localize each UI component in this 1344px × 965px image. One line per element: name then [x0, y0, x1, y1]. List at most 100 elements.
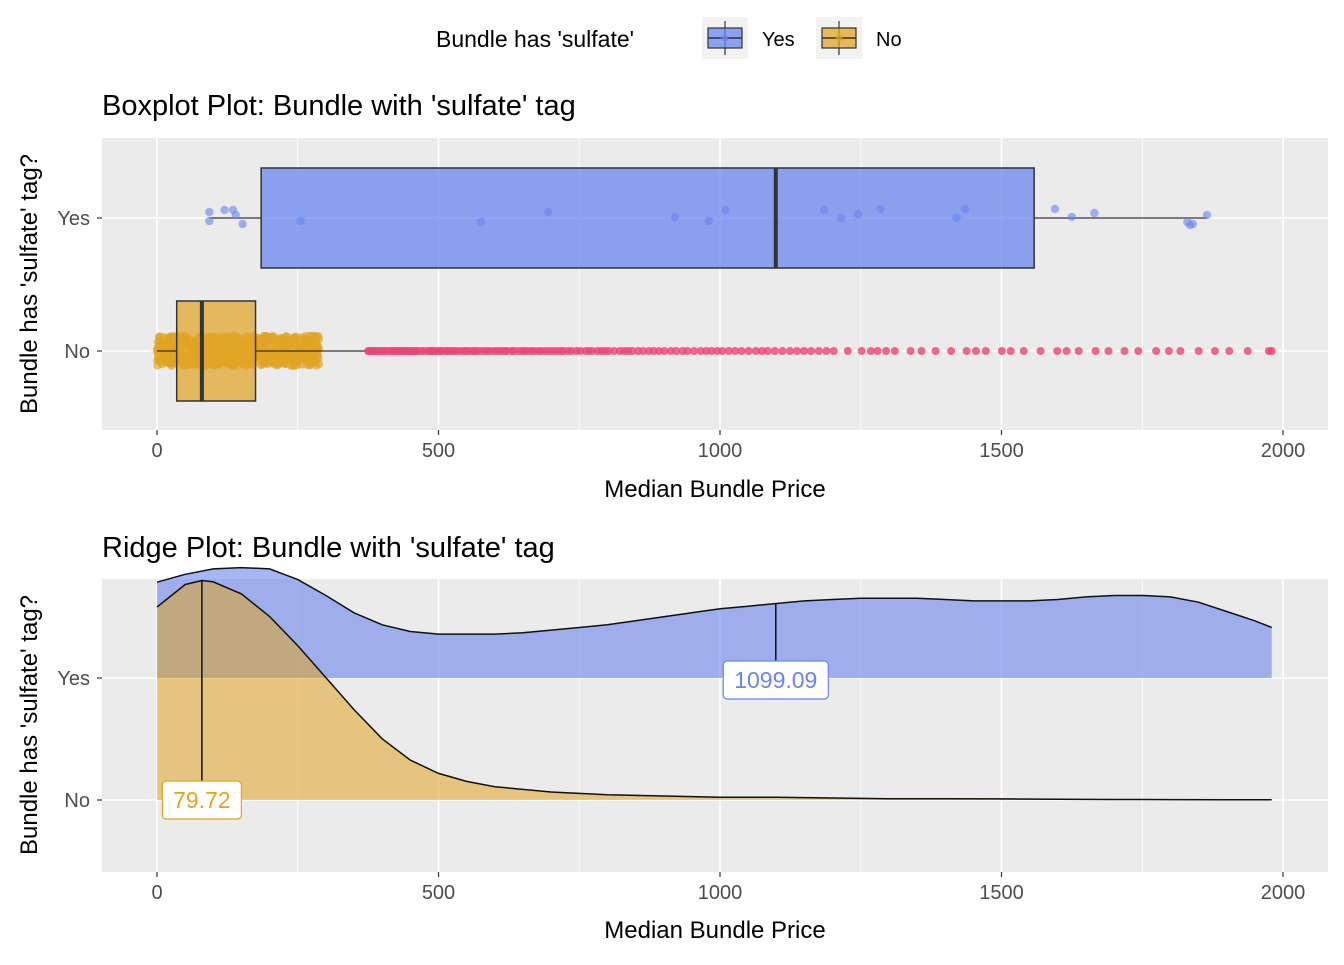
outlier-point	[947, 347, 956, 355]
outlier-point	[696, 347, 705, 355]
outlier-point	[655, 347, 664, 355]
point-no	[282, 353, 292, 363]
outlier-point	[778, 347, 787, 355]
ridge-area-no	[157, 580, 1272, 800]
point-yes	[1202, 210, 1212, 220]
x-tick-label: 500	[422, 440, 455, 462]
outlier-point	[1152, 347, 1161, 355]
outlier-point	[737, 347, 746, 355]
ridge-panel: Ridge Plot: Bundle with 'sulfate' tag 10…	[16, 532, 1328, 944]
point-no	[278, 340, 288, 350]
outlier-point	[814, 347, 823, 355]
boxplot-title: Boxplot Plot: Bundle with 'sulfate' tag	[102, 90, 576, 122]
outlier-point	[689, 347, 698, 355]
point-no	[313, 341, 323, 351]
outlier-point	[1091, 347, 1100, 355]
point-yes	[231, 210, 241, 220]
point-yes	[220, 205, 229, 215]
median-label-no: 79.72	[173, 787, 231, 813]
boxplot-y-axis-label: Bundle has 'sulfate' tag?	[16, 154, 43, 414]
x-tick-label: 500	[422, 882, 455, 904]
ridge-y-axis-label: Bundle has 'sulfate' tag?	[16, 595, 43, 855]
outlier-point	[882, 347, 891, 355]
ridge-line-no	[156, 579, 1272, 801]
outlier-point	[724, 347, 733, 355]
outlier-point	[763, 347, 772, 355]
x-tick-label: 2000	[1261, 882, 1306, 904]
outlier-point	[917, 347, 926, 355]
point-no	[293, 356, 302, 365]
boxplot-panel: Boxplot Plot: Bundle with 'sulfate' tag …	[16, 90, 1328, 503]
outlier-point	[971, 347, 980, 355]
box-no	[175, 300, 257, 402]
outlier-point	[1120, 347, 1129, 355]
point-yes	[1067, 212, 1077, 222]
point-no	[155, 332, 164, 342]
median-label-yes: 1099.09	[734, 667, 817, 693]
point-yes	[704, 216, 713, 226]
outlier-point	[931, 347, 940, 355]
point-no	[296, 341, 305, 350]
point-yes	[205, 207, 214, 217]
outlier-point	[731, 347, 740, 355]
outlier-point	[660, 347, 669, 355]
point-no	[269, 334, 279, 343]
point-no	[163, 351, 172, 361]
point-yes	[952, 213, 961, 223]
point-no	[304, 343, 313, 352]
outlier-point	[873, 347, 882, 355]
boxplot-x-axis-label: Median Bundle Price	[604, 476, 825, 503]
point-no	[153, 356, 162, 366]
point-yes	[1090, 208, 1099, 218]
outlier-point	[751, 347, 760, 355]
outlier-point	[639, 347, 648, 355]
point-no	[163, 333, 172, 342]
y-tick-label: Yes	[57, 668, 90, 690]
outlier-point	[822, 347, 831, 355]
point-yes	[544, 207, 553, 217]
ridge-line-yes	[156, 566, 1272, 635]
y-tick-label: Yes	[57, 208, 90, 230]
point-yes	[205, 216, 214, 226]
outlier-point	[1074, 347, 1083, 355]
outlier-point	[906, 347, 915, 355]
point-yes	[476, 217, 485, 227]
outlier-point	[829, 347, 838, 355]
outlier-point	[744, 347, 753, 355]
outlier-point	[1210, 347, 1219, 355]
outlier-point	[707, 347, 716, 355]
outlier-point	[1104, 347, 1113, 355]
outlier-point	[758, 347, 767, 355]
outlier-point	[1225, 347, 1234, 355]
point-no	[305, 331, 314, 341]
median-label-box-no	[161, 780, 242, 820]
outlier-point	[610, 347, 619, 355]
x-tick-label: 1000	[698, 440, 743, 462]
point-yes	[960, 204, 970, 214]
outlier-point	[1243, 347, 1252, 355]
point-no	[257, 359, 267, 369]
outlier-point	[1053, 347, 1062, 355]
outlier-point	[866, 347, 875, 355]
point-yes	[1188, 219, 1198, 229]
point-yes	[853, 209, 863, 219]
outlier-point	[807, 347, 816, 355]
y-tick-label: No	[64, 341, 90, 363]
outlier-point	[1176, 347, 1185, 355]
legend-label-yes: Yes	[762, 29, 795, 51]
outlier-point	[1006, 347, 1015, 355]
point-no	[261, 335, 270, 344]
ridge-x-axis-label: Median Bundle Price	[604, 917, 825, 944]
x-tick-label: 1500	[979, 440, 1024, 462]
outlier-point	[1164, 347, 1173, 355]
point-yes	[836, 213, 846, 223]
outlier-point	[628, 347, 637, 355]
outlier-point	[1062, 347, 1071, 355]
outlier-point	[683, 347, 692, 355]
legend-title: Bundle has 'sulfate'	[436, 26, 634, 52]
ridge-title: Ridge Plot: Bundle with 'sulfate' tag	[102, 532, 555, 564]
outlier-point	[800, 347, 809, 355]
box-yes	[260, 167, 1035, 269]
outlier-point	[1194, 347, 1203, 355]
